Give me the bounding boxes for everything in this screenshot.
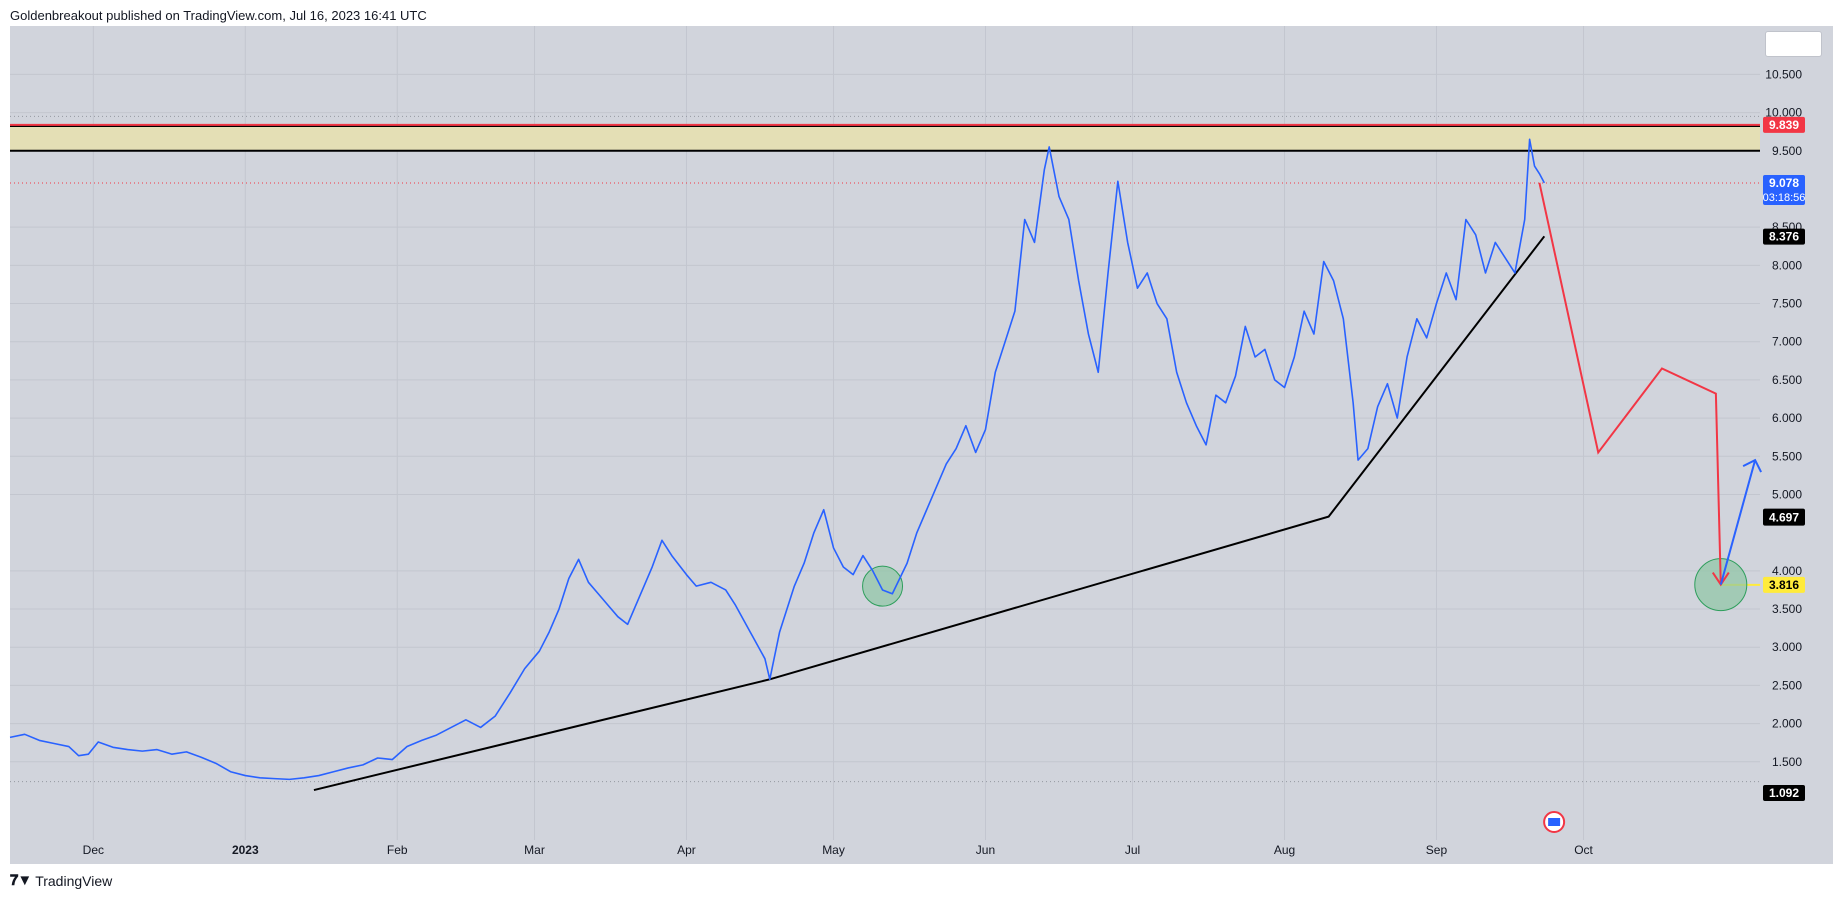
- highlight-circle: [862, 565, 904, 607]
- price-tick-label: 7.500: [1772, 297, 1802, 311]
- chart-area[interactable]: [10, 26, 1833, 864]
- price-tick-label: 10.000: [1765, 106, 1802, 120]
- price-tick-label: 8.000: [1772, 258, 1802, 272]
- time-tick-label: May: [822, 843, 845, 857]
- price-label-box: [1763, 116, 1805, 133]
- footer-brand-label: TradingView: [35, 872, 113, 889]
- price-label-box: [1763, 228, 1805, 245]
- price-tick-label: 3.000: [1772, 640, 1802, 654]
- price-tick-label: 6.500: [1772, 373, 1802, 387]
- publish-caption: Goldenbreakout published on TradingView.…: [10, 8, 427, 23]
- time-tick-label: Sep: [1426, 843, 1448, 857]
- resistance-zone: [10, 126, 1760, 151]
- price-tick-label: 6.000: [1772, 411, 1802, 425]
- price-tick-label: 9.500: [1772, 144, 1802, 158]
- projection-blue-path: [1719, 459, 1757, 585]
- projection-blue-arrowhead: [1742, 458, 1762, 473]
- price-label-text: 1.092: [1769, 786, 1799, 800]
- time-tick-label: Jul: [1125, 843, 1140, 857]
- time-tick-label: Mar: [524, 843, 545, 857]
- earnings-flag-icon-inner: [1548, 818, 1561, 826]
- price-label-box: [1763, 576, 1805, 593]
- price-label-countdown: 03:18:56: [1763, 192, 1806, 204]
- time-tick-label: Dec: [83, 843, 104, 857]
- price-label-box: [1763, 784, 1805, 801]
- time-tick-label: Jun: [976, 843, 995, 857]
- time-tick-label: Feb: [387, 843, 408, 857]
- price-label-box: [1763, 174, 1805, 205]
- price-label-text: 4.697: [1769, 511, 1799, 525]
- price-series-line: [9, 138, 1546, 781]
- price-label-text: 9.839: [1769, 118, 1799, 132]
- price-label-box: [1763, 509, 1805, 526]
- time-tick-label: Oct: [1574, 843, 1593, 857]
- projection-red-path: [1538, 182, 1722, 585]
- tradingview-logo-icon: 𝟕▼: [10, 872, 32, 889]
- price-label-text: 9.078: [1769, 176, 1799, 190]
- price-tick-label: 7.000: [1772, 335, 1802, 349]
- chart-settings-button[interactable]: [1765, 31, 1822, 57]
- price-tick-label: 2.000: [1772, 717, 1802, 731]
- price-tick-label: 5.000: [1772, 487, 1802, 501]
- footer-brand: 𝟕▼ TradingView: [10, 872, 112, 889]
- time-tick-label: Aug: [1274, 843, 1295, 857]
- price-label-text: 8.376: [1769, 230, 1799, 244]
- price-tick-label: 3.500: [1772, 602, 1802, 616]
- price-tick-label: 5.500: [1772, 449, 1802, 463]
- time-tick-label: Apr: [677, 843, 696, 857]
- price-tick-label: 4.000: [1772, 564, 1802, 578]
- price-label-text: 3.816: [1769, 578, 1799, 592]
- price-tick-label: 10.500: [1765, 67, 1802, 81]
- price-tick-label: 2.500: [1772, 678, 1802, 692]
- price-tick-label: 1.500: [1772, 755, 1802, 769]
- time-tick-label: 2023: [232, 843, 259, 857]
- support-trendline: [313, 235, 1546, 792]
